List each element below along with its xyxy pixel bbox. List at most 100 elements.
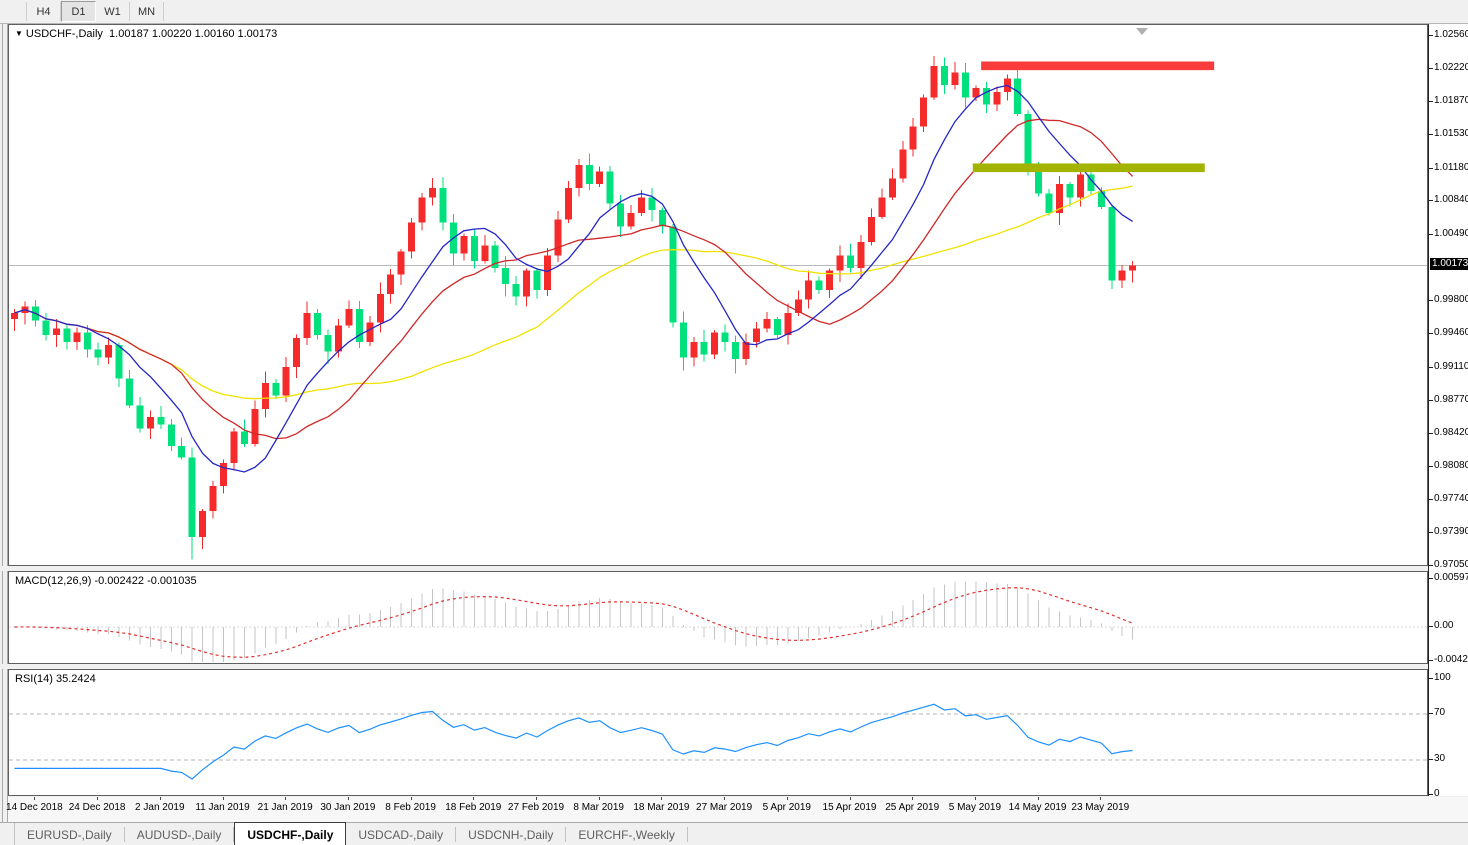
candle [1076,174,1084,198]
candlestick-chart[interactable] [9,25,1427,565]
collapse-arrow-icon[interactable]: ▼ [15,29,23,38]
candle [1097,190,1105,208]
date-axis-tick [410,797,412,800]
candle [303,313,311,339]
candle [52,328,60,336]
candle [596,171,604,185]
tab-scroll-edge [0,823,15,845]
candle [1066,184,1074,198]
date-axis-label: 18 Mar 2019 [633,802,690,813]
price-axis-tick [1429,465,1433,467]
date-axis-label: 5 May 2019 [948,802,1002,813]
date-axis-label: 5 Apr 2019 [762,802,811,813]
candle [794,299,802,314]
date-axis-tick [661,797,663,800]
panel-splitter[interactable] [0,566,1468,571]
macd-panel[interactable]: MACD(12,26,9) -0.002422 -0.001035 [8,571,1428,664]
chart-tab-eurusd[interactable]: EURUSD-,Daily [27,827,112,842]
candle [941,65,949,86]
timeframe-button-mn[interactable]: MN [130,2,164,21]
resistance-zone-rect[interactable] [981,61,1215,71]
candle [481,245,489,262]
candle [355,309,363,342]
candle [930,65,938,98]
date-axis-tick [473,797,475,800]
candle [533,270,541,290]
rsi-panel[interactable]: RSI(14) 35.2424 [8,669,1428,796]
chart-symbol-label: USDCHF-,Daily [25,28,103,40]
rsi-axis-tick [1429,759,1433,761]
price-axis-tick [1429,366,1433,368]
date-axis-label: 18 Feb 2019 [445,802,502,813]
date-axis-label: 21 Jan 2019 [257,802,313,813]
candle [397,251,405,275]
candle [888,178,896,198]
date-axis-label: 11 Jan 2019 [195,802,250,813]
price-axis-tick [1429,333,1433,335]
price-axis-label: 1.01180 [1434,161,1468,173]
macd-axis-tick [1429,578,1433,580]
tab-separator [686,827,688,842]
candle [575,164,583,188]
candle [836,255,844,271]
candle [679,322,687,358]
price-axis-label: 0.99110 [1434,360,1468,372]
main-chart-panel[interactable]: ▼ USDCHF-,Daily 1.00187 1.00220 1.00160 1… [8,24,1428,566]
candle [209,486,217,512]
candle [11,313,18,319]
rsi-chart[interactable] [9,670,1427,795]
date-axis-label: 27 Mar 2019 [696,802,753,813]
price-axis[interactable]: 1.02560 1.02220 1.01870 1.01530 1.01180 1.008… [1428,24,1468,799]
candle [732,341,740,360]
candle [721,332,729,342]
timeframe-button-h4[interactable]: H4 [26,2,61,21]
price-axis-tick [1429,35,1433,36]
candle [826,270,834,290]
moving-average-34 [14,185,1133,400]
timeframe-button-w1[interactable]: W1 [96,2,130,21]
date-axis-tick [536,797,537,800]
macd-chart[interactable] [9,572,1427,663]
chart-tab-usdcad[interactable]: USDCAD-,Daily [358,827,444,842]
price-axis-tick [1429,234,1433,236]
price-axis-label: 1.00490 [1434,228,1468,240]
price-axis-label: 1.00840 [1434,194,1468,206]
date-axis-label: 15 Apr 2019 [822,802,877,813]
macd-label: MACD(12,26,9) -0.002422 -0.001035 [15,575,197,587]
tab-separator [233,827,235,842]
candle [627,212,635,227]
candle [136,405,144,429]
timeframe-button-d1[interactable]: D1 [61,1,96,22]
moving-average-16 [14,118,1134,440]
support-zone-rect[interactable] [972,163,1205,173]
panel-splitter[interactable] [0,664,1468,669]
candle [230,431,238,464]
candle [805,280,813,300]
chart-tab-eurchf[interactable]: EURCHF-,Weekly [578,827,675,842]
tab-separator [565,827,567,842]
candle [784,313,792,336]
chart-tab-usdcnh[interactable]: USDCNH-,Daily [468,827,554,842]
candle [951,72,959,86]
chart-tab-usdchf[interactable]: USDCHF-,Daily [234,822,347,845]
date-axis-tick [285,797,287,800]
candle [84,332,92,350]
price-axis-tick [1429,532,1433,534]
date-axis-label: 2 Jan 2019 [135,802,185,813]
candle [1045,193,1053,213]
candle [857,241,865,268]
date-axis-tick [974,797,976,800]
date-axis[interactable]: 14 Dec 2018 24 Dec 2018 2 Jan 2019 11 Jan 2… [6,797,1468,822]
rsi-axis-tick [1429,794,1433,795]
candle [878,197,886,217]
candle [345,309,353,326]
tab-separator [123,827,125,842]
candle [178,445,186,458]
price-axis-label: 0.97740 [1434,492,1468,504]
chart-tab-audusd[interactable]: AUDUSD-,Daily [136,827,222,842]
candle [920,97,928,127]
candle [199,511,207,538]
candle [251,409,259,444]
rsi-label: RSI(14) 35.2424 [15,673,96,685]
